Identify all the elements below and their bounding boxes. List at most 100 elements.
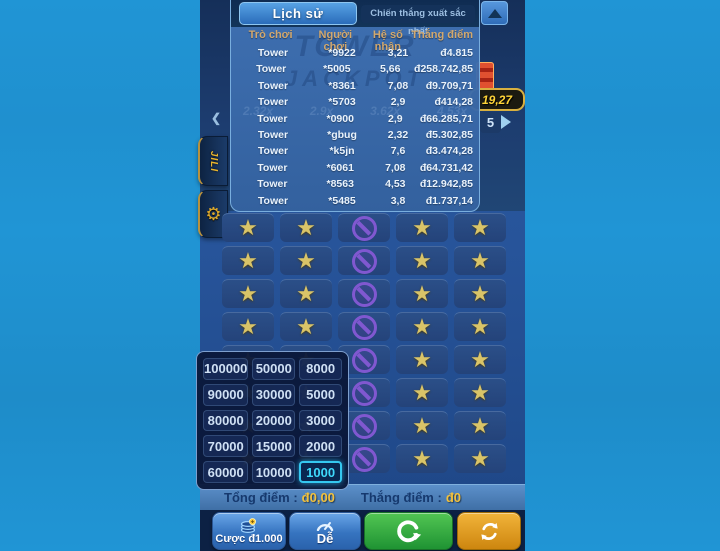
bet-amount-80000[interactable]: 80000: [203, 409, 249, 432]
header-win: Thắng điểm: [411, 29, 473, 41]
bet-amount-30000[interactable]: 30000: [252, 383, 296, 406]
up-arrow-icon: [487, 8, 502, 18]
bet-amount-100000[interactable]: 100000: [203, 358, 249, 380]
history-row: Tower *5703 2,9 đ414,28: [235, 94, 475, 110]
history-cell-multiplier: 7,08: [385, 161, 406, 174]
grid-tile[interactable]: ★: [396, 312, 448, 341]
history-row: Tower *5485 3,8 đ1.737,14: [235, 193, 475, 209]
difficulty-button[interactable]: Dễ: [289, 512, 361, 550]
grid-tile[interactable]: [338, 279, 390, 308]
grid-tile[interactable]: [338, 213, 390, 242]
grid-tile[interactable]: ★: [454, 411, 506, 440]
star-icon: ★: [412, 281, 432, 306]
bet-amount-15000[interactable]: 15000: [252, 435, 296, 458]
history-cell-player: *6061: [326, 161, 354, 174]
grid-tile[interactable]: ★: [222, 279, 274, 308]
history-cell-player: *9922: [328, 47, 356, 59]
tab-best-wins[interactable]: Chiến thắng xuất sắc nhất: [361, 5, 475, 37]
swap-button[interactable]: [457, 512, 521, 550]
bet-amount-70000[interactable]: 70000: [203, 435, 249, 458]
jackpot-badge: 19,27: [469, 88, 525, 111]
grid-tile[interactable]: [338, 246, 390, 275]
collapse-panel-button[interactable]: [481, 1, 508, 25]
bet-amount-5000[interactable]: 5000: [299, 383, 342, 406]
grid-tile[interactable]: ★: [222, 312, 274, 341]
bet-amount-60000[interactable]: 60000: [203, 461, 249, 483]
grid-tile[interactable]: ★: [396, 345, 448, 374]
grid-tile[interactable]: ★: [454, 246, 506, 275]
grid-tile[interactable]: ★: [280, 312, 332, 341]
grid-tile[interactable]: ★: [396, 246, 448, 275]
next-page-arrow-icon[interactable]: [501, 115, 511, 129]
history-cell-game: Tower: [257, 194, 289, 207]
star-icon: ★: [238, 215, 258, 240]
grid-tile[interactable]: ★: [280, 246, 332, 275]
star-icon: ★: [412, 446, 432, 471]
grid-tile[interactable]: ★: [396, 411, 448, 440]
bet-amount-20000[interactable]: 20000: [252, 409, 296, 432]
history-row: Tower *5005 5,66 đ258.742,85: [235, 61, 475, 77]
grid-tile[interactable]: ★: [222, 213, 274, 242]
grid-tile[interactable]: ★: [454, 378, 506, 407]
grid-tile[interactable]: ★: [280, 213, 332, 242]
history-cell-win: đ66.285,71: [419, 112, 474, 125]
history-cell-multiplier: 3,8: [390, 194, 406, 207]
total-points-label: Tổng điểm :: [224, 490, 298, 505]
history-row: Tower *8563 4,53 đ12.942,85: [235, 176, 475, 192]
background-multiplier: 2.9x: [309, 104, 334, 118]
history-panel: TOWER JACKPOT 2.32x 2.9x 3.62x 4.53x Lịch s…: [230, 0, 480, 212]
prev-page-arrow-icon[interactable]: ❮: [211, 111, 222, 125]
history-cell-win: đ414,28: [434, 96, 473, 109]
bet-button[interactable]: Cược đ1.000: [212, 512, 286, 550]
tower-game-piece: [476, 62, 494, 92]
star-icon: ★: [470, 380, 490, 405]
jili-logo: JILI: [207, 150, 219, 172]
bet-amount-8000[interactable]: 8000: [299, 358, 342, 380]
cycle-arrows-icon: [480, 522, 498, 540]
star-icon: ★: [470, 314, 490, 339]
bet-amount-2000[interactable]: 2000: [299, 435, 342, 458]
history-cell-player: *5703: [328, 96, 356, 109]
grid-tile[interactable]: ★: [396, 213, 448, 242]
history-cell-win: đ64.731,42: [419, 161, 474, 174]
star-icon: ★: [470, 248, 490, 273]
star-icon: ★: [412, 248, 432, 273]
grid-tile[interactable]: ★: [396, 279, 448, 308]
jackpot-value: 19,27: [481, 92, 513, 107]
bet-amount-90000[interactable]: 90000: [203, 383, 249, 406]
bet-amount-1000[interactable]: 1000: [299, 461, 342, 483]
grid-tile[interactable]: ★: [454, 345, 506, 374]
background-multipliers: 2.32x 2.9x 3.62x 4.53x: [243, 104, 467, 118]
grid-tile[interactable]: ★: [454, 213, 506, 242]
tab-history[interactable]: Lịch sử: [239, 2, 357, 25]
block-icon: [351, 215, 377, 241]
background-multiplier: 4.53x: [436, 104, 467, 118]
bet-amount-10000[interactable]: 10000: [252, 461, 296, 483]
star-icon: ★: [238, 314, 258, 339]
history-rows: Tower *9922 3,21 đ4.815 Tower *5005 5,66 đ258.7…: [235, 45, 475, 209]
grid-tile[interactable]: ★: [280, 279, 332, 308]
star-icon: ★: [412, 215, 432, 240]
grid-tile[interactable]: ★: [396, 378, 448, 407]
sidebar-tab-jili[interactable]: JILI: [198, 136, 228, 186]
refresh-icon: [397, 519, 422, 542]
history-cell-player: *8361: [328, 79, 356, 92]
grid-tile[interactable]: ★: [454, 444, 506, 473]
grid-tile[interactable]: ★: [396, 444, 448, 473]
block-icon: [351, 314, 377, 340]
star-icon: ★: [470, 413, 490, 438]
grid-tile[interactable]: ★: [454, 279, 506, 308]
win-points-value: đ0: [445, 490, 461, 505]
history-cell-win: đ3.474,28: [425, 145, 473, 158]
bet-amount-50000[interactable]: 50000: [252, 358, 296, 380]
grid-tile[interactable]: ★: [454, 312, 506, 341]
bet-amount-3000[interactable]: 3000: [299, 409, 342, 432]
grid-tile[interactable]: ★: [222, 246, 274, 275]
star-icon: ★: [238, 281, 258, 306]
grid-tile[interactable]: [338, 312, 390, 341]
spin-button[interactable]: [364, 512, 453, 550]
star-icon: ★: [296, 314, 316, 339]
history-cell-multiplier: 7,08: [387, 79, 409, 92]
history-row: Tower *k5jn 7,6 đ3.474,28: [235, 143, 475, 159]
history-table-header: Trò chơi Người chơi Hệ số nhân Thắng điể…: [235, 29, 475, 53]
